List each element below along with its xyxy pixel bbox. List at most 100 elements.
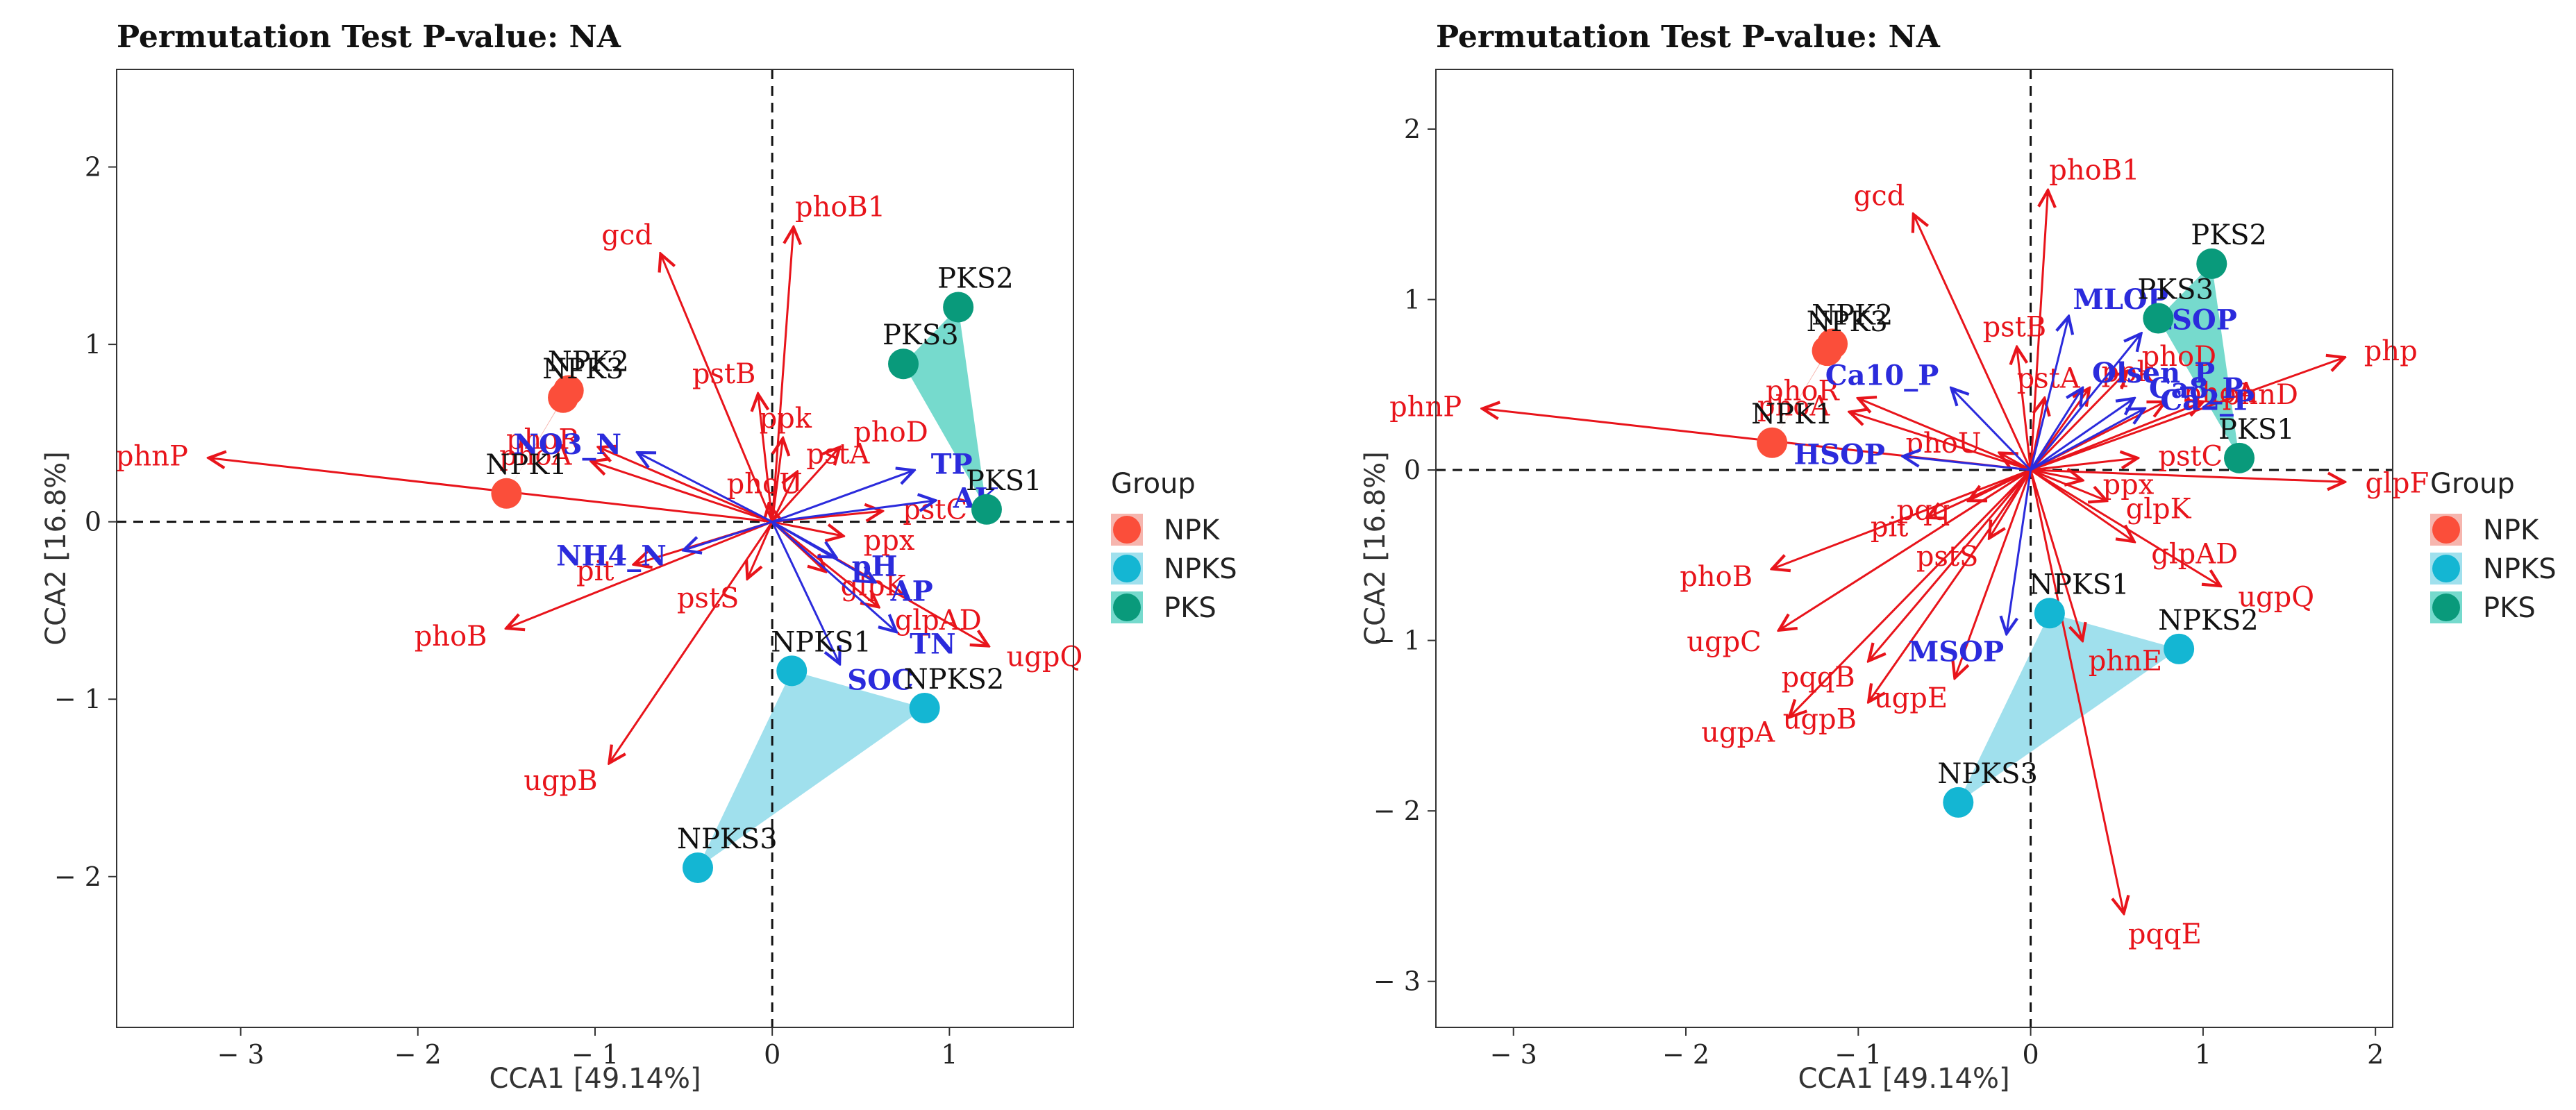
sample-point-NPKS2[interactable] — [909, 693, 940, 723]
variable-label-TN: TN — [910, 628, 955, 660]
gene-arrow-phoD — [771, 447, 839, 523]
y-tick-label: 2 — [85, 152, 101, 183]
gene-label-phoB: phoB — [415, 621, 487, 653]
gene-label-pstA: pstA — [2017, 362, 2081, 394]
variable-arrow-SOC — [771, 521, 839, 664]
sample-label-PKS3: PKS3 — [2137, 274, 2214, 306]
y-tick-label: − 1 — [54, 684, 101, 714]
hull-npk — [1772, 344, 1833, 443]
gene-label-phoB1: phoB1 — [2049, 154, 2139, 186]
variable-arrow-NO3_N — [637, 453, 773, 523]
gene-arrow-ppx — [2030, 470, 2082, 480]
chart-panel-2: Permutation Test P-value: NA phnP gcd phoB… — [1360, 19, 2557, 1095]
variable-arrow-MLOP — [2030, 317, 2069, 471]
gene-arrow-pstB — [758, 394, 773, 522]
gene-label-pqqE: pqqE — [2128, 918, 2202, 950]
gene-arrow-glpF — [2030, 469, 2345, 482]
gene-label-phoA2: phoA — [1757, 390, 1830, 422]
variable-label-AP: AP — [890, 575, 933, 608]
variable-arrow-AP — [771, 521, 875, 582]
hulls-1 — [506, 307, 987, 868]
variable-arrow-MSOP — [2007, 469, 2032, 634]
sample-point-NPK1[interactable] — [491, 478, 522, 509]
gene-label-phoU: phoU — [727, 469, 803, 501]
sample-label-NPKS2: NPKS2 — [2158, 605, 2259, 637]
gene-arrow-pstB — [2017, 347, 2032, 471]
sample-point-NPK1[interactable] — [1757, 427, 1788, 458]
gene-label-pstB: pstB — [1983, 311, 2047, 343]
variable-label-NO3_N: NO3_N — [513, 428, 621, 461]
variable-arrow-Ca8_P — [2030, 398, 2134, 471]
variable-arrow-NH4_N — [684, 521, 773, 550]
variable-label-Ca8_P: Ca8_P — [2149, 372, 2243, 405]
legend-label-npk: NPK — [2483, 514, 2540, 546]
gene-label-php: php — [2364, 335, 2418, 367]
sample-point-NPKS1[interactable] — [2034, 598, 2065, 629]
x-tick-label: 0 — [764, 1039, 780, 1070]
gene-arrow-phnD — [2030, 402, 2203, 471]
legend-marker-npk — [2432, 516, 2460, 544]
sample-point-PKS2[interactable] — [2196, 248, 2227, 279]
gene-label-phnP: phnP — [116, 440, 188, 472]
gene-label-ugpQ: ugpQ — [1007, 641, 1083, 673]
gene-label-ppx: ppx — [864, 525, 915, 557]
gene-arrow-phoD — [2030, 371, 2127, 471]
sample-point-NPKS2[interactable] — [2164, 633, 2195, 664]
hulls-2 — [1772, 263, 2240, 802]
sample-point-PKS3[interactable] — [888, 348, 919, 380]
gene-arrow-phnE — [2030, 469, 2082, 641]
sample-point-PKS1[interactable] — [2224, 442, 2255, 473]
sample-label-NPK1: NPK1 — [485, 449, 567, 481]
sample-point-PKS3[interactable] — [2143, 303, 2174, 334]
gene-arrow-ugpQ — [2030, 469, 2220, 586]
legend-2: Group NPK NPKS PKS — [2430, 468, 2557, 624]
y-tick-label: − 1 — [1373, 625, 1421, 656]
gene-arrow-ppx — [771, 521, 843, 536]
sample-point-PKS2[interactable] — [943, 292, 974, 323]
sample-label-NPK3: NPK3 — [1807, 306, 1888, 338]
gene-arrow-glpAD — [2030, 469, 2134, 541]
x-tick-label: − 2 — [394, 1039, 442, 1070]
gene-label-ugpA: ugpA — [1701, 717, 1775, 749]
gene-label-gcd: gcd — [601, 219, 653, 251]
gene-label-phoB1: phoB1 — [795, 192, 885, 224]
sample-point-PKS1[interactable] — [971, 494, 1002, 525]
y-tick-label: 0 — [85, 507, 101, 537]
gene-arrow-phoR — [599, 447, 773, 523]
sample-point-NPKS3[interactable] — [683, 852, 714, 883]
legend-marker-npks — [2432, 555, 2460, 582]
legend-title-2: Group — [2430, 468, 2515, 500]
y-tick-label: 0 — [1404, 455, 1421, 485]
gene-label-phoB: phoB — [1680, 561, 1753, 593]
legend-label-pks: PKS — [1164, 592, 1216, 624]
gene-arrow-pstC — [2030, 458, 2138, 471]
sample-label-NPKS1: NPKS1 — [2029, 569, 2130, 600]
gene-arrow-pstS — [747, 521, 773, 579]
y-tick-label: − 2 — [1373, 796, 1421, 826]
sample-label-NPK2: NPK2 — [548, 346, 629, 378]
legend-label-npks: NPKS — [1164, 553, 1237, 585]
gene-label-ppk: ppk — [760, 403, 812, 435]
x-tick-label: − 3 — [217, 1039, 265, 1070]
x-tick-label: 2 — [2367, 1039, 2384, 1070]
sample-point-NPK3[interactable] — [548, 382, 579, 413]
gene-label-pstA: pstA — [806, 438, 870, 470]
gene-label-phoA: phoA — [2184, 377, 2257, 409]
gene-label-phoD: phoD — [2142, 341, 2217, 373]
x-tick-label: 1 — [2195, 1039, 2211, 1070]
sample-point-NPK3[interactable] — [1812, 335, 1843, 367]
sample-point-NPKS1[interactable] — [776, 655, 808, 687]
sample-point-NPKS3[interactable] — [1943, 787, 1974, 818]
legend-label-npks: NPKS — [2483, 553, 2557, 585]
gene-arrow-phnP — [209, 458, 773, 523]
gene-arrow-gcd — [1914, 215, 2032, 471]
sample-label-PKS1: PKS1 — [966, 465, 1042, 497]
y-axis-ticks-1: − 2 − 1 0 1 2 — [54, 152, 117, 892]
chart-panel-1: Permutation Test P-value: NA phnP gcd phoB… — [40, 19, 1237, 1095]
hull-npk — [506, 390, 569, 494]
gene-arrow-phoR — [1858, 398, 2032, 471]
gene-label-phnE: phnE — [2089, 645, 2162, 677]
